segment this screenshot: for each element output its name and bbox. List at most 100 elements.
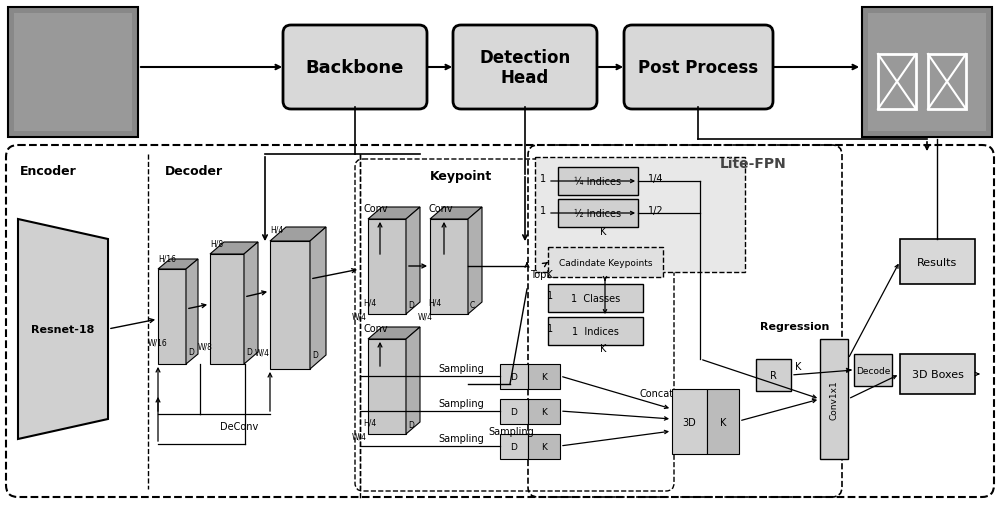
Text: Decode: Decode [856,366,890,375]
Bar [878,55,916,110]
Text: Cadindate Keypoints: Cadindate Keypoints [559,258,652,267]
Text: K: K [541,372,547,381]
Bar [558,168,638,195]
Text: 1  Classes: 1 Classes [571,293,620,304]
Bar [548,247,663,277]
Polygon shape [270,241,310,369]
Text: 1: 1 [540,206,546,216]
Polygon shape [430,220,468,315]
Bar [900,239,975,284]
Bar [535,158,745,273]
Text: Conv: Conv [428,204,453,214]
Text: K: K [795,361,801,371]
Text: Concat: Concat [640,388,674,398]
Text: 1: 1 [547,290,553,300]
Bar [928,55,966,110]
Text: Sampling: Sampling [488,426,534,436]
Text: 1/2: 1/2 [648,206,664,216]
Polygon shape [368,339,406,434]
Polygon shape [406,327,420,434]
Text: W/8: W/8 [198,342,213,351]
Bar [8,8,138,138]
Text: Sampling: Sampling [438,363,484,373]
Bar [500,364,528,389]
Polygon shape [468,208,482,315]
Bar [528,434,560,459]
Text: H/16: H/16 [158,255,176,264]
Polygon shape [310,228,326,369]
Text: DeConv: DeConv [220,421,258,431]
Text: Resnet-18: Resnet-18 [31,324,95,334]
Polygon shape [244,242,258,364]
Text: Conv: Conv [363,204,388,214]
Bar [528,364,560,389]
Text: D: D [408,420,414,429]
Bar [500,434,528,459]
Text: 3D: 3D [683,417,696,427]
Text: Conv: Conv [363,323,388,333]
Text: H/4: H/4 [363,297,376,307]
Polygon shape [368,327,420,339]
Text: D: D [511,407,517,416]
Text: Results: Results [917,257,958,267]
Bar [854,355,892,386]
Bar [900,355,975,394]
Polygon shape [210,242,258,255]
Text: Backbone: Backbone [306,59,404,77]
Text: Sampling: Sampling [438,398,484,408]
Text: K: K [541,407,547,416]
Text: 1/4: 1/4 [648,174,663,184]
Text: D: D [408,300,414,310]
Text: Regression: Regression [760,321,829,331]
Text: K: K [600,343,606,354]
Text: D: D [312,350,318,359]
Bar [500,399,528,424]
Polygon shape [186,260,198,364]
Text: 1: 1 [547,323,553,333]
Text: Conv1x1: Conv1x1 [829,379,838,419]
Text: ½ Indices: ½ Indices [574,209,622,219]
Bar [862,8,992,138]
Polygon shape [158,260,198,270]
Bar [548,317,643,345]
Bar [756,359,791,391]
Text: D: D [246,347,252,357]
Text: 3D Boxes: 3D Boxes [912,369,963,379]
Text: ¼ Indices: ¼ Indices [574,177,622,187]
Bar [558,199,638,228]
Bar [707,389,739,454]
Text: H/4: H/4 [270,225,283,233]
Text: W/4: W/4 [418,313,433,321]
FancyBboxPatch shape [283,26,427,110]
Text: W/4: W/4 [352,432,367,441]
Text: W/4: W/4 [352,313,367,321]
Text: K: K [720,417,726,427]
FancyBboxPatch shape [453,26,597,110]
Polygon shape [270,228,326,241]
Text: D: D [511,442,517,451]
Bar [548,284,643,313]
Text: Sampling: Sampling [438,433,484,443]
FancyBboxPatch shape [624,26,773,110]
Text: K: K [600,227,606,236]
Text: R: R [770,370,777,380]
Text: C: C [470,300,475,310]
Text: K: K [541,442,547,451]
Bar [820,339,848,459]
Text: H/4: H/4 [363,417,376,426]
Text: TopK: TopK [530,270,553,279]
Text: D: D [511,372,517,381]
Text: 1  Indices: 1 Indices [572,326,619,336]
Text: Keypoint: Keypoint [430,170,492,183]
Polygon shape [158,270,186,364]
Polygon shape [210,255,244,364]
Text: H/8: H/8 [210,238,223,247]
Bar [14,14,132,132]
Text: Post Process: Post Process [638,59,759,77]
Bar [528,399,560,424]
Text: D: D [188,347,194,357]
Text: W/16: W/16 [148,337,168,346]
Polygon shape [368,220,406,315]
Polygon shape [368,208,420,220]
Polygon shape [18,220,108,439]
